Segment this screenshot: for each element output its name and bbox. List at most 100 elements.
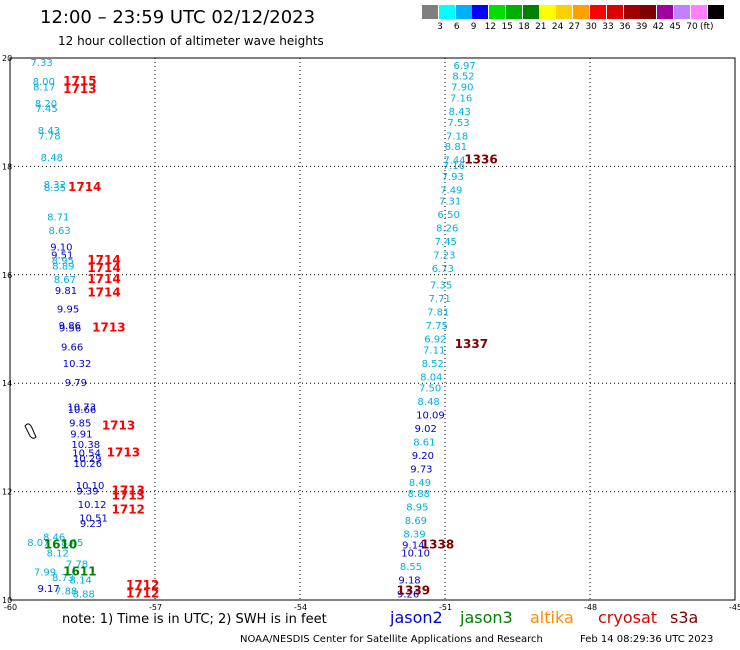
map-subtitle: 12 hour collection of altimeter wave hei…: [58, 34, 324, 48]
wave-height-label: 8.39: [403, 530, 425, 541]
wave-height-label: 8.26: [436, 223, 458, 234]
lon-tick-label: -45: [729, 603, 740, 612]
wave-height-label: 9.51: [51, 251, 73, 262]
wave-height-label: 8.95: [52, 256, 74, 267]
wave-height-label: 10.29: [73, 454, 102, 465]
colorbar-swatch: [606, 5, 623, 19]
pass-time-label: 1712: [126, 586, 159, 600]
wave-height-label: 8.88: [73, 589, 95, 600]
colorbar-swatch: [539, 5, 556, 19]
lat-tick-label: 14: [2, 379, 12, 388]
wave-height-label: 8.52: [422, 359, 444, 370]
wave-height-label: 7.31: [439, 196, 461, 207]
wave-height-label: 7.90: [451, 83, 473, 94]
wave-height-label: 10.66: [68, 405, 97, 416]
wave-height-label: 8.46: [43, 532, 65, 543]
colorbar-label: 9: [470, 22, 477, 32]
colorbar-swatch: [422, 5, 438, 19]
footnote: note: 1) Time is in UTC; 2) SWH is in fe…: [62, 612, 327, 627]
pass-time-label: 1714: [87, 272, 120, 286]
satellite-legend-jason3: jason3: [460, 608, 513, 627]
wave-height-label: 8.81: [445, 142, 467, 153]
wave-height-label: 8.48: [418, 397, 440, 408]
colorbar-label: 42: [652, 22, 665, 32]
satellite-legend-altika: altika: [530, 608, 574, 627]
pass-time-label: 1714: [87, 261, 120, 275]
pass-time-label: 1610: [44, 538, 77, 552]
pass-time-label: 1337: [455, 337, 488, 351]
wave-height-label: 9.17: [38, 584, 60, 595]
wave-height-label: 8.32: [44, 180, 66, 191]
pass-time-label: 1338: [421, 538, 454, 552]
wave-height-label: 8.20: [35, 99, 57, 110]
colorbar-swatch: [506, 5, 522, 19]
lat-tick-label: 10: [2, 596, 12, 605]
wave-height-label: 10.32: [63, 359, 92, 370]
pass-time-label: 1713: [112, 483, 145, 497]
colorbar-swatch: [640, 5, 657, 19]
wave-height-label: 8.55: [400, 562, 422, 573]
wave-height-label: 7.33: [31, 58, 53, 69]
wave-height-label: 9.26: [397, 589, 419, 600]
lon-tick-label: -60: [4, 603, 17, 612]
lon-tick-label: -54: [294, 603, 307, 612]
colorbar-label: 45: [669, 22, 681, 32]
island-outline: [24, 423, 37, 439]
wave-height-label: 9.86: [59, 321, 81, 332]
colorbar-swatch: [438, 5, 455, 19]
wave-height-label: 8.63: [49, 226, 71, 237]
wave-height-label: 8.49: [409, 478, 431, 489]
lon-tick-label: -57: [149, 603, 162, 612]
colorbar-swatch: [522, 5, 539, 19]
colorbar-swatch: [455, 5, 472, 19]
wave-height-label: 8.95: [406, 503, 428, 514]
wave-height-label: 9.79: [65, 378, 87, 389]
wave-height-label: 10.10: [401, 549, 430, 560]
wave-height-label: 8.14: [70, 576, 92, 587]
wave-height-label: 9.95: [57, 305, 79, 316]
lat-tick-label: 20: [2, 54, 12, 63]
wave-height-label: 7.71: [429, 294, 451, 305]
wave-height-label: 7.45: [35, 104, 57, 115]
satellite-legend-cryosat: cryosat: [598, 608, 658, 627]
colorbar-label: 33: [602, 22, 614, 32]
wave-height-label: 7.23: [433, 251, 455, 262]
colorbar-label: 30: [585, 22, 597, 32]
colorbar-swatch: [556, 5, 573, 19]
lat-tick-label: 18: [2, 162, 12, 171]
pass-time-label: 1713: [92, 321, 125, 335]
wave-height-label: 10.10: [76, 481, 105, 492]
wave-height-label: 9.10: [50, 242, 72, 253]
wave-height-label: 8.88: [408, 489, 430, 500]
colorbar-label: 27: [568, 22, 581, 32]
wave-height-label: 8.52: [452, 72, 474, 83]
colorbar-label: 6: [453, 22, 460, 32]
wave-height-label: 8.43: [38, 126, 60, 137]
wave-height-label: 9.20: [412, 451, 434, 462]
colorbar-label: 3: [437, 22, 443, 32]
wave-height-label: 7.93: [442, 172, 464, 183]
wave-height-label: 8.73: [52, 573, 74, 584]
pass-time-label: 1714: [68, 180, 101, 194]
wave-height-label: 9.66: [61, 343, 83, 354]
colorbar-swatch: [674, 5, 690, 19]
lat-tick-label: 12: [2, 488, 12, 497]
wave-height-label: 8.00: [33, 77, 55, 88]
wave-height-label: 7.44: [443, 156, 465, 167]
wave-height-label: 7.53: [447, 118, 469, 129]
colorbar-unit: (ft): [700, 22, 714, 32]
wave-height-label: 10.73: [67, 402, 96, 413]
wave-height-label: 9.91: [70, 429, 92, 440]
pass-time-label: 1714: [87, 253, 120, 267]
wave-height-label: 8.17: [33, 83, 55, 94]
wave-height-label: 7.78: [66, 559, 88, 570]
wave-height-label: 8.48: [41, 153, 63, 164]
wave-height-label: 7.50: [419, 383, 441, 394]
wave-height-label: 10.51: [79, 513, 108, 524]
wave-height-label: 7.18: [446, 131, 468, 142]
wave-height-label: 7.75: [426, 321, 448, 332]
wave-height-label: 9.18: [398, 576, 420, 587]
pass-time-label: 1715: [63, 74, 96, 88]
wave-height-label: 10.09: [416, 410, 445, 421]
